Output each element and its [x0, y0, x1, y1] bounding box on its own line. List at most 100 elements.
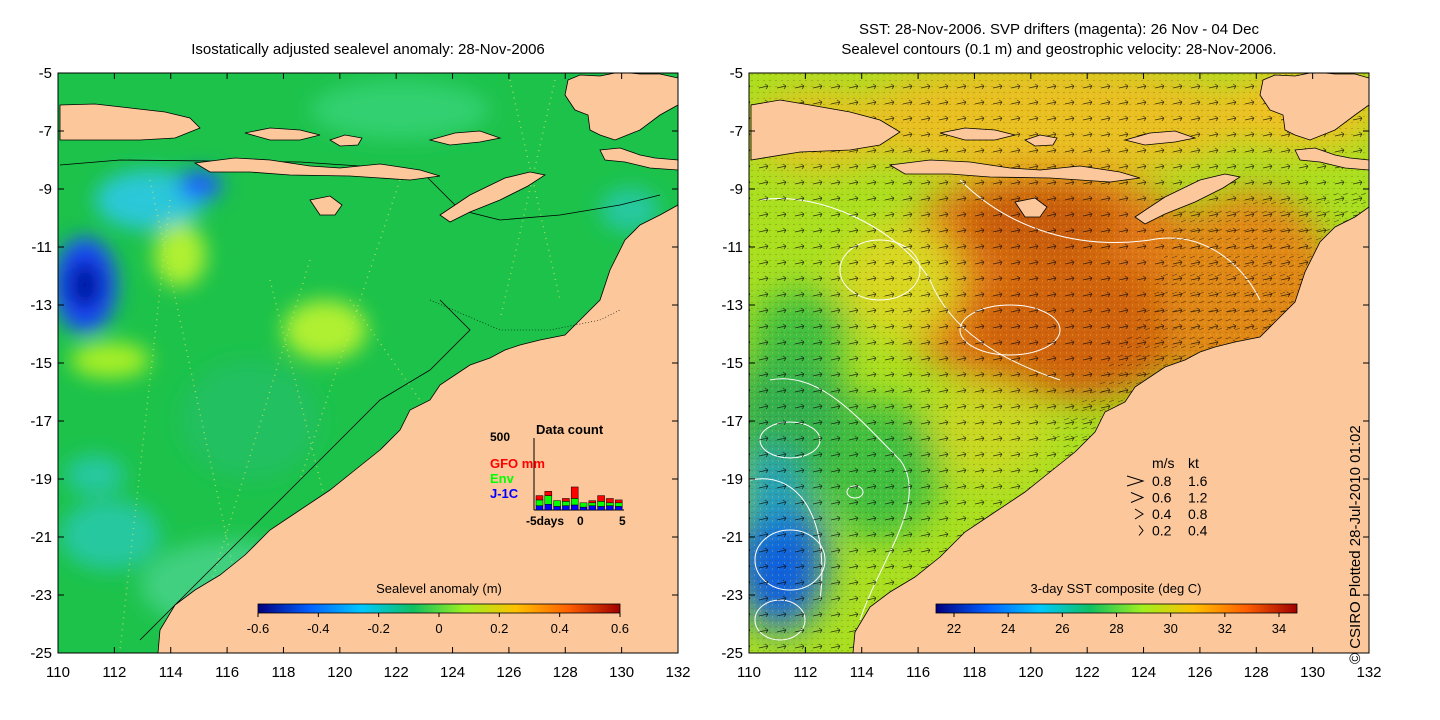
left-coast-dots: [429, 299, 621, 331]
left-y-tick-label: -7: [39, 123, 52, 140]
right-colorbar: 3-day SST composite (deg C) 22 24 26 28 30 32…: [935, 581, 1298, 636]
inset-bar-env: [570, 498, 579, 506]
inset-xlabel-end: 5: [619, 514, 626, 528]
left-colorbar-tick-label: 0.2: [490, 621, 508, 636]
right-colorbar-tick-label: 26: [1055, 621, 1069, 636]
right-colorbar-tick-label: 30: [1163, 621, 1177, 636]
inset-bar-env: [579, 502, 588, 508]
velocity-key: m/s kt 0.8 1.60.6 1.20.4 0.80.2 0.4: [1126, 455, 1208, 539]
left-y-tick-label: -9: [39, 181, 52, 198]
right-y-tick-label: -5: [730, 65, 743, 82]
right-x-tick-label: 114: [850, 664, 874, 681]
right-map-title-line2: Sealevel contours (0.1 m) and geostrophi…: [841, 41, 1277, 58]
right-y-tick-label: -13: [721, 297, 743, 314]
inset-bar-env: [597, 501, 605, 507]
inset-legend-env: Env: [490, 471, 515, 486]
right-x-tick-label: 128: [1244, 664, 1269, 681]
right-colorbar-tick-label: 34: [1272, 621, 1286, 636]
left-colorbar-title: Sealevel anomaly (m): [376, 581, 502, 596]
right-x-tick-label: 126: [1187, 664, 1212, 681]
right-y-tick-label: -25: [721, 645, 743, 662]
right-colorbar-title: 3-day SST composite (deg C): [1031, 581, 1202, 596]
right-x-tick-label: 120: [1018, 664, 1043, 681]
velocity-key-arrow: [1134, 508, 1144, 520]
inset-bar-gfo: [588, 500, 597, 504]
inset-legend-gfo: GFO mm: [490, 456, 545, 471]
left-colorbar-tick-label: 0.4: [551, 621, 569, 636]
inset-ymax-label: 500: [490, 430, 510, 444]
right-y-tick-label: -9: [730, 181, 743, 198]
right-y-tick-label: -19: [721, 471, 743, 488]
velocity-key-rows: 0.8 1.60.6 1.20.4 0.80.2 0.4: [1126, 473, 1208, 539]
right-colorbar-tick-label: 32: [1218, 621, 1232, 636]
right-y-tick-label: -11: [722, 239, 743, 256]
left-axes: 110 112 114 116 118 120 122 124 126 128 130 132 -5 -7…: [30, 65, 690, 681]
inset-legend-j1c: J-1C: [490, 486, 519, 501]
inset-bar-gfo: [544, 491, 553, 496]
right-colorbar-tick-label: 24: [1001, 621, 1015, 636]
inset-xlabel-zero: 0: [577, 514, 584, 528]
velocity-key-arrow: [1126, 475, 1145, 487]
right-colorbar-ticks: 22 24 26 28 30 32 34: [947, 613, 1286, 636]
left-y-tick-label: -5: [39, 65, 52, 82]
inset-bar-j1c: [570, 504, 579, 511]
left-colorbar-tick-label: 0: [435, 621, 442, 636]
right-axes: 110 112 114 116 118 120 122 124 126 128 130 132 -5 -7…: [721, 65, 1381, 681]
right-y-tick-label: -21: [721, 529, 743, 546]
left-x-tick-label: 122: [384, 664, 409, 681]
inset-bar-j1c: [553, 506, 561, 511]
inset-bar-gfo: [597, 495, 605, 502]
left-y-tick-label: -19: [30, 471, 52, 488]
right-x-tick-label: 122: [1075, 664, 1100, 681]
right-map: [748, 72, 1370, 654]
right-x-tick-label: 110: [737, 664, 761, 681]
velocity-key-kt: 0.8: [1188, 506, 1208, 522]
left-y-tick-label: -23: [30, 587, 52, 604]
inset-bar-env: [562, 501, 570, 506]
left-x-tick-label: 128: [553, 664, 578, 681]
inset-bar-gfo: [562, 498, 570, 502]
left-x-tick-label: 112: [102, 664, 126, 681]
inset-bar-env: [535, 499, 544, 506]
velocity-key-header-ms: m/s: [1152, 455, 1175, 471]
inset-bar-env: [606, 502, 614, 506]
inset-xlabel-start: -5days: [526, 514, 564, 528]
left-colorbar-ticks: -0.6 -0.4 -0.2 0 0.2 0.4 0.6: [247, 613, 629, 636]
velocity-key-kt: 1.2: [1188, 490, 1208, 506]
left-colorbar-tick-label: -0.2: [367, 621, 389, 636]
left-y-tick-label: -15: [30, 355, 52, 372]
right-colorbar-tick-label: 22: [947, 621, 961, 636]
velocity-key-ms: 0.6: [1152, 490, 1172, 506]
inset-bar-gfo: [570, 486, 579, 499]
inset-bar-j1c: [562, 505, 570, 511]
inset-bar-env: [588, 502, 597, 506]
left-x-tick-label: 132: [665, 664, 690, 681]
velocity-key-kt: 1.6: [1188, 473, 1208, 489]
inset-bar-j1c: [544, 503, 553, 511]
credit-text: © CSIRO Plotted 28-Jul-2010 01:02: [1347, 425, 1364, 664]
left-x-tick-label: 126: [496, 664, 521, 681]
inset-bar-env: [553, 500, 561, 507]
left-colorbar-tick-label: -0.6: [247, 621, 269, 636]
right-x-tick-label: 112: [793, 664, 817, 681]
right-x-tick-label: 118: [962, 664, 986, 681]
left-x-tick-label: 114: [159, 664, 183, 681]
data-count-inset: Data count 500 GFO mm Env J-1C -5days 0 …: [490, 422, 626, 528]
left-y-tick-label: -13: [30, 297, 52, 314]
velocity-key-arrow: [1138, 525, 1144, 536]
right-map-title-line1: SST: 28-Nov-2006. SVP drifters (magenta)…: [859, 21, 1259, 38]
inset-bars: [535, 486, 623, 511]
right-x-tick-label: 116: [906, 664, 930, 681]
left-colorbar-tick-label: -0.4: [307, 621, 329, 636]
left-x-tick-label: 130: [609, 664, 634, 681]
inset-title: Data count: [536, 422, 604, 437]
velocity-key-arrow: [1130, 492, 1145, 503]
right-x-tick-label: 130: [1300, 664, 1325, 681]
inset-bar-j1c: [535, 505, 544, 511]
inset-bar-j1c: [588, 505, 597, 511]
right-x-tick-label: 124: [1131, 664, 1156, 681]
velocity-key-header-kt: kt: [1188, 455, 1199, 471]
left-x-tick-label: 120: [327, 664, 352, 681]
right-y-tick-label: -23: [721, 587, 743, 604]
